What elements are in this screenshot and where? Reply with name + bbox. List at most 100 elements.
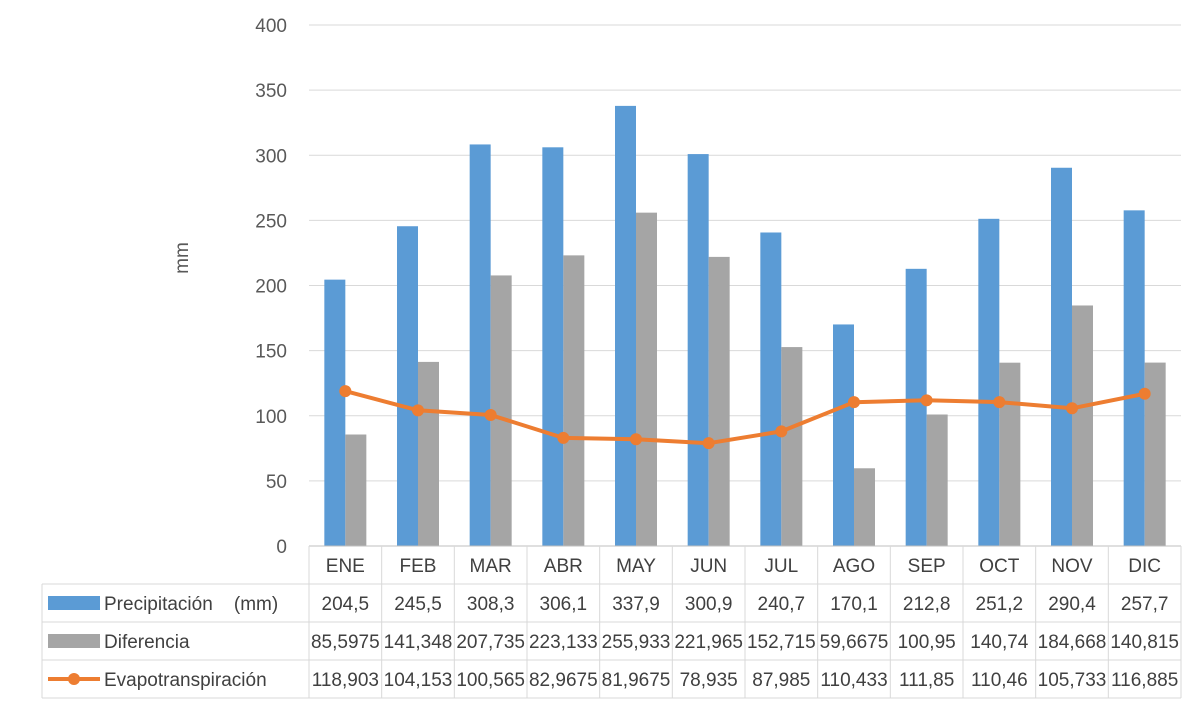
line-point (1138, 387, 1151, 400)
table-cell: 245,5 (394, 594, 442, 615)
gridlines (309, 24, 1181, 547)
table-cell: 184,668 (1038, 632, 1107, 653)
table-cell: 141,348 (384, 632, 453, 653)
line-series (339, 385, 1151, 450)
category-label: ENE (326, 556, 365, 577)
table-cell: 118,903 (312, 670, 379, 691)
table-cell: 240,7 (758, 594, 806, 615)
table-cell: 100,565 (456, 670, 525, 691)
bar-diferencia (418, 361, 439, 546)
table-cell: 110,46 (971, 670, 1028, 691)
table-cell: 110,433 (820, 670, 887, 691)
bars (324, 105, 1166, 546)
bar-diferencia (708, 256, 730, 546)
bar-diferencia (999, 362, 1021, 546)
line-point (1066, 402, 1078, 415)
line-point (484, 409, 497, 422)
table-cell: 104,153 (384, 670, 453, 691)
category-label: DIC (1128, 556, 1161, 577)
bar-precipitacion (760, 232, 782, 546)
category-label: ABR (544, 556, 583, 577)
table-cell: 140,815 (1110, 632, 1179, 653)
bar-diferencia (1144, 362, 1166, 546)
category-label: OCT (979, 556, 1020, 577)
series-name: Evapotranspiración (104, 670, 267, 691)
y-tick-label: 150 (255, 342, 287, 363)
category-label: MAR (470, 556, 512, 577)
bar-diferencia (345, 434, 367, 546)
table-cell: 85,5975 (311, 632, 380, 653)
table-cell: 152,715 (747, 632, 816, 653)
bar-diferencia (781, 347, 803, 546)
series-name: Diferencia (104, 632, 190, 653)
table-cell: 87,985 (752, 670, 810, 691)
line-point (557, 431, 570, 444)
category-label: JUN (690, 556, 727, 577)
table-cell: 111,85 (899, 670, 954, 691)
bar-precipitacion (687, 154, 709, 546)
table-cell: 78,935 (680, 670, 738, 691)
table-cell: 251,2 (976, 594, 1024, 615)
bar-diferencia (1072, 305, 1093, 546)
bar-precipitacion (397, 226, 418, 546)
category-label: NOV (1051, 556, 1093, 577)
line-point (702, 437, 715, 450)
legend-key-marker (68, 673, 80, 685)
bar-diferencia (926, 414, 948, 546)
evapotranspiracion-line (343, 389, 1147, 446)
table-cell: 308,3 (467, 594, 515, 615)
y-tick-label: 300 (255, 146, 287, 167)
line-point (630, 433, 642, 446)
bar-precipitacion (905, 268, 927, 546)
table-cell: 105,733 (1038, 670, 1107, 691)
table-cell: 59,6675 (820, 632, 889, 653)
bar-precipitacion (542, 147, 564, 546)
y-axis-label: mm (172, 242, 193, 274)
series-name: Precipitación (mm) (104, 594, 278, 615)
bar-precipitacion (469, 144, 491, 546)
data-table: ENE FEB MAR ABR MAY JUN JUL AGO SEP OCT NOV DIC Prec… (41, 545, 1182, 699)
category-label: MAY (616, 556, 656, 577)
bar-diferencia (563, 255, 585, 546)
bar-diferencia (636, 212, 657, 546)
category-label: FEB (400, 556, 437, 577)
table-cell: 100,95 (898, 632, 956, 653)
bar-precipitacion (324, 279, 346, 546)
bar-precipitacion (833, 324, 854, 546)
bar-precipitacion (1051, 167, 1072, 546)
table-cell: 81,9675 (602, 670, 671, 691)
table-cell: 116,885 (1111, 670, 1178, 691)
table-cell: 290,4 (1048, 594, 1096, 615)
table-cell: 212,8 (903, 594, 951, 615)
table-cell: 255,933 (602, 632, 671, 653)
line-point (993, 396, 1006, 409)
table-cell: 140,74 (970, 632, 1029, 653)
bar-precipitacion (1123, 210, 1145, 546)
y-tick-label: 100 (255, 407, 287, 428)
table-cell: 337,9 (612, 594, 660, 615)
line-point (848, 396, 860, 409)
bar-precipitacion (978, 218, 1000, 546)
category-label: SEP (908, 556, 946, 577)
table-cell: 257,7 (1121, 594, 1169, 615)
legend-key (48, 634, 100, 648)
line-point (775, 425, 788, 438)
table-cell: 300,9 (685, 594, 733, 615)
category-label: JUL (764, 556, 798, 577)
y-axis: 0 50 100 150 200 250 300 350 400 (255, 16, 287, 558)
line-point (920, 394, 933, 407)
line-point (339, 385, 352, 398)
bar-diferencia (490, 275, 512, 546)
bar-diferencia (854, 468, 875, 546)
table-cell: 82,9675 (529, 670, 598, 691)
line-point (412, 404, 424, 417)
y-tick-label: 200 (255, 277, 287, 298)
table-cell: 207,735 (456, 632, 525, 653)
table-cell: 223,133 (529, 632, 598, 653)
category-label: AGO (833, 556, 875, 577)
y-tick-label: 50 (266, 472, 287, 493)
table-cell: 204,5 (322, 594, 370, 615)
y-tick-label: 350 (255, 81, 287, 102)
table-cell: 306,1 (540, 594, 588, 615)
